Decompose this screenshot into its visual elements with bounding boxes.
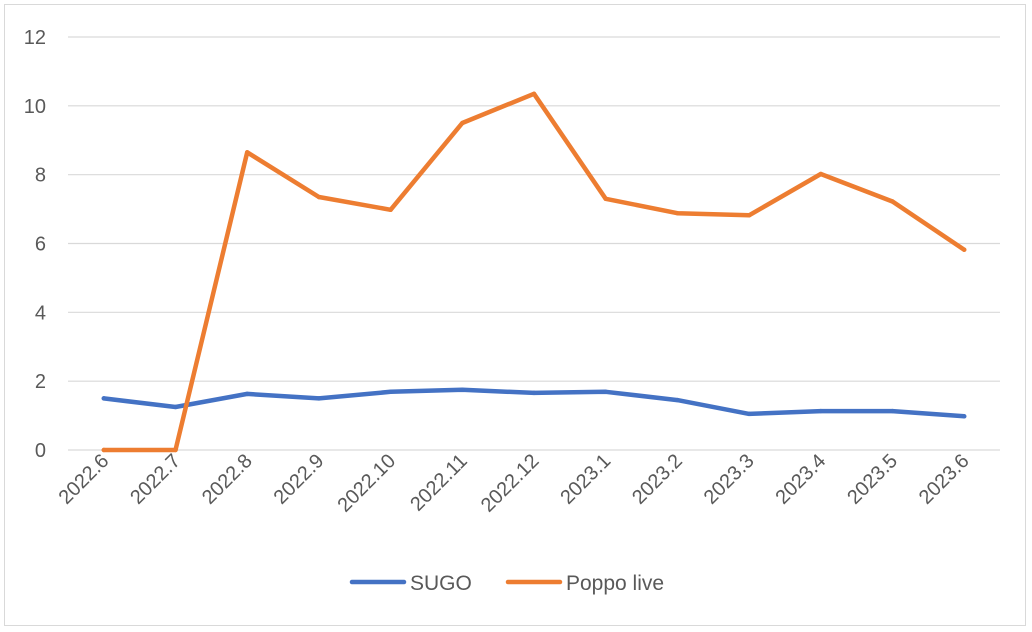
data-point [173,404,178,410]
data-point [460,387,465,392]
data-point [245,150,250,155]
gridlines [68,36,1000,451]
data-point [890,199,895,204]
data-point [746,411,752,417]
x-tick-label: 2022.9 [270,450,329,509]
y-tick-label: 4 [35,302,46,324]
data-point [388,389,393,395]
data-point [961,414,967,419]
y-axis-ticks: 0 2 4 6 8 10 12 [24,27,46,462]
y-tick-label: 8 [35,165,46,187]
y-tick-label: 2 [35,371,46,393]
x-tick-label: 2022.12 [477,450,544,517]
data-point [531,91,537,96]
y-tick-label: 0 [35,440,46,462]
x-tick-label: 2022.10 [333,450,400,517]
y-tick-label: 6 [35,234,46,256]
series-lines [101,91,967,453]
x-tick-label: 2022.7 [126,450,185,509]
x-tick-label: 2023.4 [771,450,830,509]
data-point [531,390,537,396]
data-point [603,389,608,395]
x-tick-label: 2023.6 [915,450,974,509]
data-point [245,391,250,397]
data-point [890,408,895,414]
data-point [675,211,680,216]
y-tick-label: 12 [24,27,46,49]
legend-label: Poppo live [566,572,664,595]
legend: SUGO Poppo live [349,572,664,595]
data-point [746,213,752,218]
data-point [316,194,322,200]
data-point [388,207,393,212]
data-point [316,396,322,401]
x-tick-label: 2023.1 [556,450,615,509]
x-tick-label: 2023.5 [843,450,902,509]
data-point [675,397,680,403]
data-point [101,447,107,453]
data-point [961,247,967,252]
data-point [818,408,823,414]
chart-frame [4,4,1026,626]
data-point [603,196,608,201]
data-point [818,171,823,177]
x-tick-label: 2022.6 [55,450,114,509]
x-tick-label: 2022.8 [198,450,257,509]
y-tick-label: 10 [24,96,46,118]
legend-label: SUGO [410,572,472,595]
x-tick-label: 2023.3 [700,450,759,509]
data-point [173,447,178,453]
data-point [101,396,107,401]
x-tick-label: 2023.2 [628,450,687,509]
x-tick-label: 2022.11 [406,450,472,516]
data-point [460,120,465,126]
x-axis-ticks: 2022.6 2022.7 2022.8 2022.9 2022.10 2022.11 20… [55,450,974,517]
